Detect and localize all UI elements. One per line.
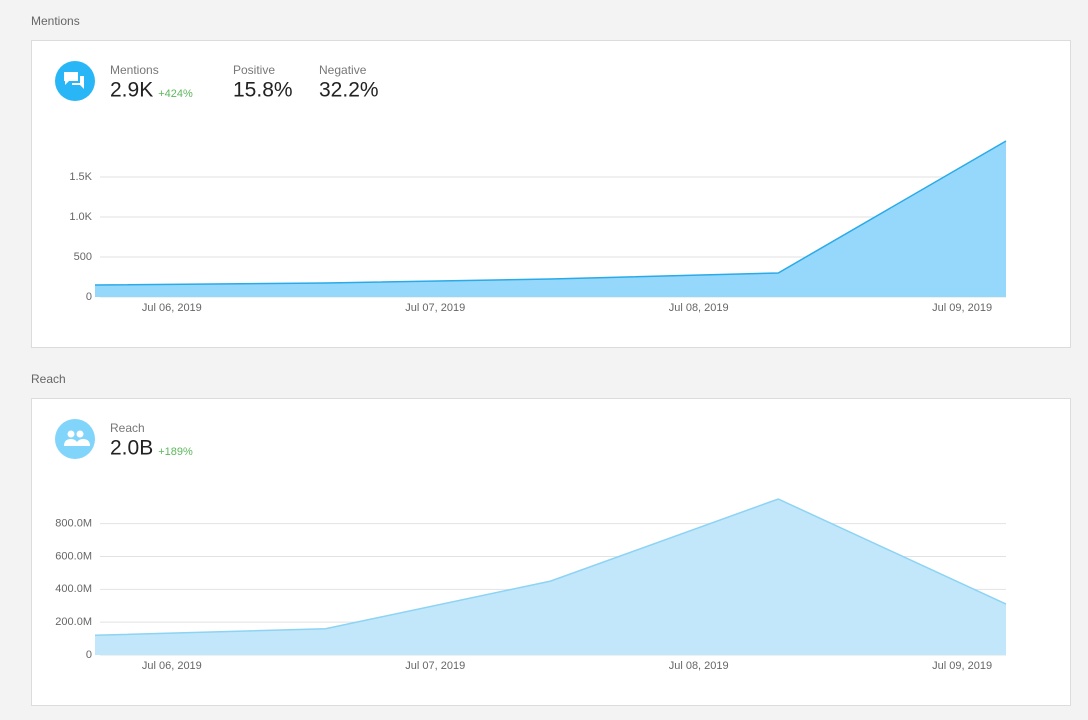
section-heading: Mentions: [31, 14, 80, 28]
icon-person: [76, 430, 84, 438]
x-tick-label: Jul 07, 2019: [405, 302, 465, 314]
stat-label: Mentions: [110, 63, 159, 77]
stat-label: Reach: [110, 421, 145, 435]
section-heading: Reach: [31, 372, 66, 386]
x-tick-label: Jul 07, 2019: [405, 660, 465, 672]
stat-value: 2.0B: [110, 437, 153, 460]
stat-value: 32.2%: [319, 79, 379, 102]
y-tick-label: 0: [86, 649, 92, 661]
y-tick-label: 800.0M: [55, 518, 92, 530]
y-tick-label: 200.0M: [55, 616, 92, 628]
stat-value: 2.9K: [110, 79, 153, 102]
x-tick-label: Jul 06, 2019: [142, 302, 202, 314]
x-tick-label: Jul 08, 2019: [669, 660, 729, 672]
stat-change: +424%: [158, 88, 193, 100]
y-tick-label: 500: [74, 251, 92, 263]
y-tick-label: 1.5K: [69, 171, 92, 183]
icon-person: [67, 430, 75, 438]
stat-change: +189%: [158, 446, 193, 458]
y-tick-label: 600.0M: [55, 550, 92, 562]
area: [95, 499, 1006, 655]
icon-circle: [55, 419, 95, 459]
icon-people: [64, 439, 90, 446]
x-tick-label: Jul 08, 2019: [669, 302, 729, 314]
stat-label: Positive: [233, 63, 275, 77]
x-tick-label: Jul 09, 2019: [932, 660, 992, 672]
y-tick-label: 400.0M: [55, 583, 92, 595]
area-line: [94, 498, 1007, 637]
icon-chat: [64, 72, 84, 89]
stat-label: Negative: [319, 63, 367, 77]
area-line: [94, 140, 1007, 286]
stat-value: 15.8%: [233, 79, 293, 102]
y-tick-label: 1.0K: [69, 211, 92, 223]
area: [95, 141, 1006, 297]
y-tick-label: 0: [86, 291, 92, 303]
x-tick-label: Jul 06, 2019: [142, 660, 202, 672]
x-tick-label: Jul 09, 2019: [932, 302, 992, 314]
